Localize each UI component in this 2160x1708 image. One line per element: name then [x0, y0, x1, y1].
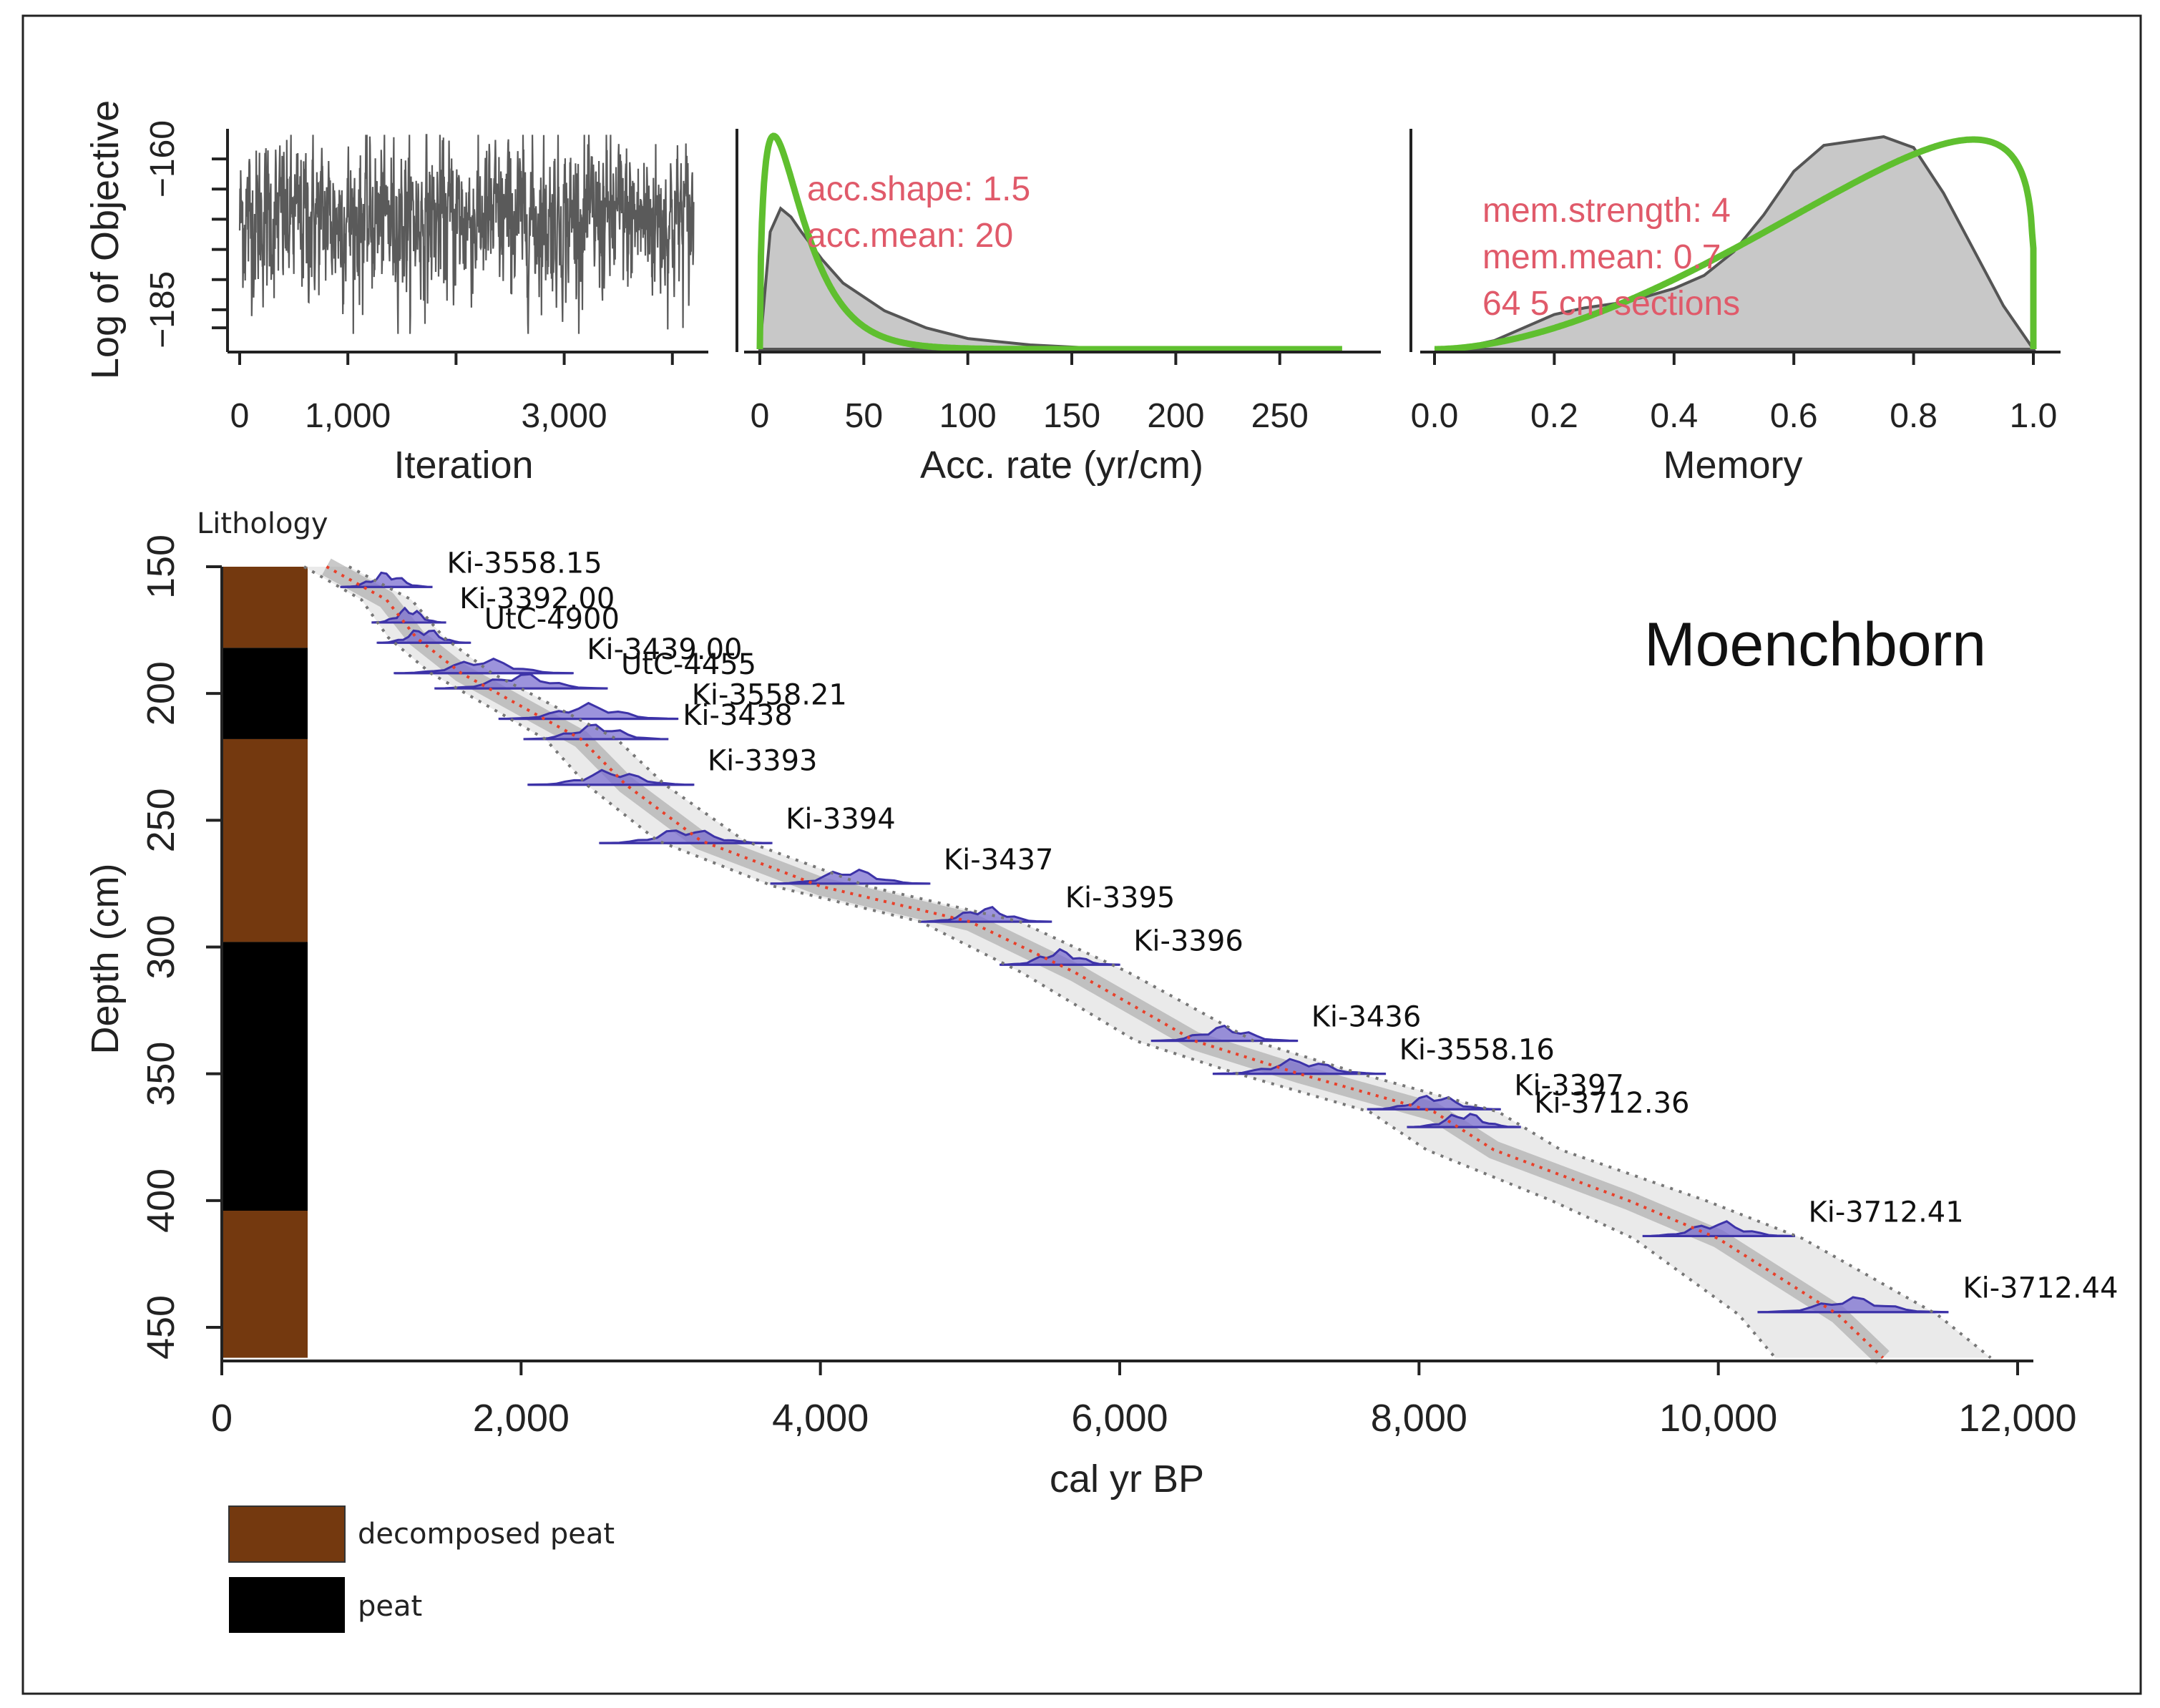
accumulation-x-axis-label: Acc. rate (yr/cm) — [920, 444, 1203, 487]
legend-swatch-decomposed-peat — [228, 1506, 346, 1563]
age-depth-y-tick-label: 350 — [140, 1042, 182, 1106]
age-depth-axes: 0 2,000 4,000 6,000 8,000 10,000 12,000 150 200 2… — [140, 535, 2077, 1440]
age-depth-x-tick-label: 10,000 — [1659, 1397, 1777, 1440]
lithology-unit — [223, 1211, 308, 1358]
sample-label: Ki-3396 — [1133, 924, 1243, 957]
sample-label: Ki-3712.36 — [1534, 1087, 1689, 1120]
sample-label: Ki-3712.41 — [1809, 1196, 1964, 1229]
accumulation-panel: 0 50 100 150 200 250 acc.shape: 1.5 acc.mean:… — [736, 129, 1381, 487]
age-depth-x-tick-label: 0 — [211, 1397, 233, 1440]
age-depth-y-axis-label: Depth (cm) — [84, 863, 127, 1054]
mem-sections-annotation: 64 5 cm sections — [1482, 285, 1740, 323]
iteration-trace — [238, 134, 695, 334]
age-depth-y-tick-label: 450 — [140, 1295, 182, 1360]
accumulation-prior-curve — [756, 132, 1342, 353]
memory-x-tick-label: 1.0 — [2010, 397, 2058, 435]
accumulation-x-tick-label: 150 — [1043, 397, 1100, 435]
iteration-trace-line — [238, 134, 695, 334]
iteration-axes: 0 1,000 3,000 −160 −185 — [144, 120, 708, 435]
lithology-unit — [223, 567, 308, 648]
sample-labels: Ki-3558.15Ki-3392.00UtC-4900Ki-3439.00Ut… — [447, 547, 2119, 1304]
lithology-unit — [223, 648, 308, 739]
lithology-legend: decomposed peat peat — [228, 1506, 615, 1633]
figure-frame — [21, 14, 2142, 1695]
memory-x-tick-label: 0.4 — [1650, 397, 1698, 435]
sample-label: Ki-3558.16 — [1399, 1034, 1555, 1067]
age-depth-y-tick-label: 200 — [140, 661, 182, 726]
age-depth-y-tick-label: 300 — [140, 914, 182, 979]
age-depth-x-tick-label: 4,000 — [772, 1397, 869, 1440]
sample-label: Ki-3395 — [1065, 882, 1176, 914]
sample-label: UtC-4455 — [621, 648, 756, 681]
sample-label: Ki-3437 — [944, 844, 1054, 877]
legend-swatch-peat — [229, 1577, 345, 1633]
sample-label: Ki-3393 — [708, 745, 818, 778]
accumulation-x-tick-label: 250 — [1251, 397, 1309, 435]
age-depth-x-axis-label: cal yr BP — [1050, 1458, 1204, 1500]
accumulation-axes: 0 50 100 150 200 250 — [736, 129, 1381, 435]
iteration-y-tick-label: −185 — [144, 271, 182, 348]
legend-label-decomposed-peat: decomposed peat — [358, 1518, 615, 1551]
sample-label: Ki-3558.15 — [447, 547, 602, 580]
accumulation-x-tick-label: 0 — [751, 397, 770, 435]
sample-label: UtC-4900 — [484, 602, 620, 635]
age-depth-y-tick-label: 400 — [140, 1168, 182, 1233]
lower-confidence-bound — [303, 565, 1777, 1359]
mem-strength-annotation: mem.strength: 4 — [1482, 192, 1731, 230]
iteration-panel: 0 1,000 3,000 −160 −185 Log of Objective Ite… — [84, 100, 708, 487]
accumulation-x-tick-label: 50 — [845, 397, 883, 435]
age-depth-title: Moenchborn — [1644, 610, 1986, 679]
lithology-unit — [223, 942, 308, 1211]
iteration-x-tick-label: 3,000 — [522, 397, 607, 435]
dated-samples — [340, 571, 1949, 1314]
mem-mean-annotation: mem.mean: 0.7 — [1482, 238, 1721, 276]
iteration-y-axis-label: Log of Objective — [84, 100, 127, 379]
sample-label: Ki-3394 — [786, 803, 896, 836]
age-depth-y-tick-label: 250 — [140, 788, 182, 852]
legend-label-peat: peat — [358, 1590, 422, 1623]
age-depth-x-tick-label: 8,000 — [1371, 1397, 1467, 1440]
sample-label: Ki-3436 — [1311, 1001, 1422, 1034]
age-depth-envelope — [304, 567, 1991, 1358]
sample-label: Ki-3392.00 — [459, 582, 615, 615]
sample-label: Ki-3712.44 — [1963, 1272, 2118, 1305]
iteration-x-tick-label: 1,000 — [305, 397, 391, 435]
iteration-x-axis-label: Iteration — [394, 444, 533, 487]
upper-confidence-bound — [348, 565, 1992, 1360]
memory-x-tick-label: 0.2 — [1530, 397, 1578, 435]
age-depth-panel: Lithology Ki-3558.15Ki-3392.00UtC-4900Ki… — [84, 507, 2119, 1500]
memory-x-tick-label: 0.8 — [1890, 397, 1937, 435]
acc-shape-annotation: acc.shape: 1.5 — [807, 170, 1030, 208]
sample-label: Ki-3397 — [1514, 1069, 1624, 1102]
acc-mean-annotation: acc.mean: 20 — [807, 217, 1013, 255]
sample-label: Ki-3438 — [683, 699, 793, 732]
lithology-label: Lithology — [197, 507, 328, 540]
age-depth-y-tick-label: 150 — [140, 535, 182, 599]
lithology-column — [223, 567, 308, 1358]
sample-label: Ki-3439.00 — [587, 633, 742, 666]
iteration-y-tick-label: −160 — [144, 120, 182, 197]
memory-axes: 0.0 0.2 0.4 0.6 0.8 1.0 — [1409, 129, 2061, 435]
memory-x-tick-label: 0.0 — [1411, 397, 1459, 435]
memory-posterior-area — [1434, 135, 2036, 351]
accumulation-x-tick-label: 200 — [1147, 397, 1204, 435]
memory-prior-curve — [1435, 136, 2037, 353]
sample-label: Ki-3558.21 — [692, 679, 847, 712]
iteration-x-tick-label: 0 — [230, 397, 250, 435]
median-age-model — [326, 565, 1885, 1359]
memory-x-axis-label: Memory — [1663, 444, 1802, 487]
lithology-unit — [223, 738, 308, 942]
age-depth-x-tick-label: 2,000 — [473, 1397, 570, 1440]
age-depth-x-tick-label: 6,000 — [1071, 1397, 1168, 1440]
memory-panel: 0.0 0.2 0.4 0.6 0.8 1.0 mem.strength: 4 mem.m… — [1409, 129, 2061, 487]
memory-x-tick-label: 0.6 — [1770, 397, 1818, 435]
age-depth-x-tick-label: 12,000 — [1958, 1397, 2076, 1440]
accumulation-x-tick-label: 100 — [939, 397, 997, 435]
